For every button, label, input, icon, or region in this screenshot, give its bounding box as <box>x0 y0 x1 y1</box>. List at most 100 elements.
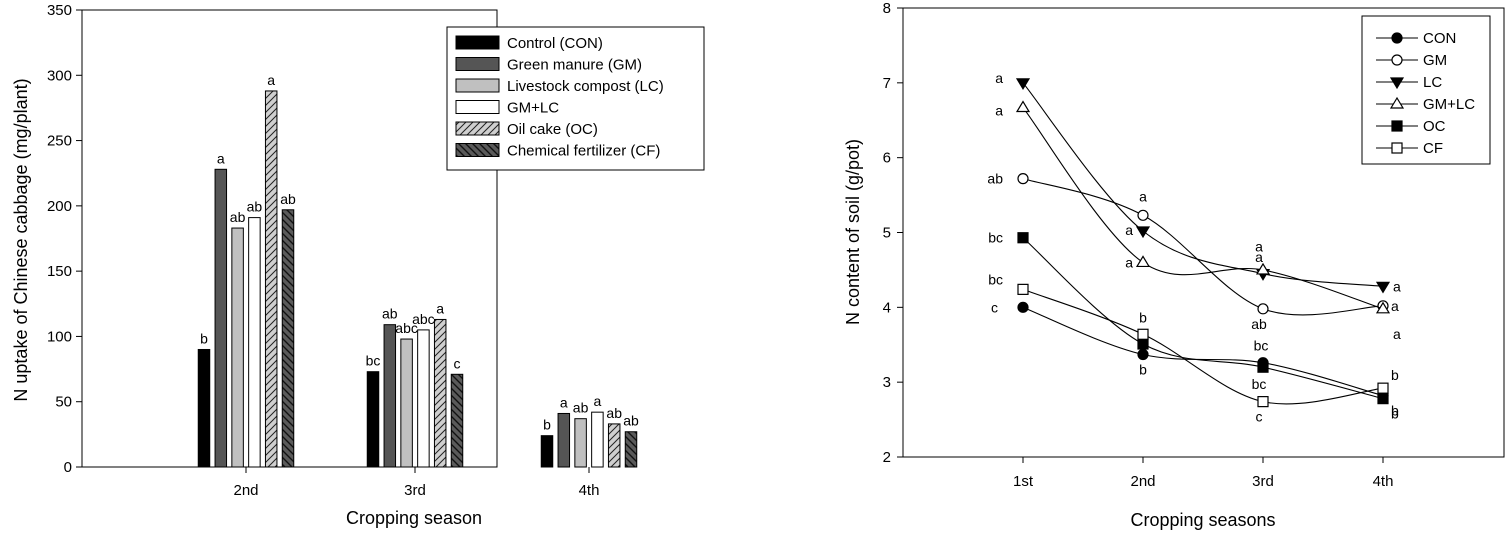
data-label: ab <box>247 199 263 215</box>
bar <box>557 412 571 468</box>
y-tick-label: 6 <box>883 150 891 167</box>
data-point <box>1137 328 1149 340</box>
data-point <box>1135 255 1151 268</box>
legend-swatch <box>455 78 500 93</box>
bar <box>433 318 447 468</box>
legend-label: Chemical fertilizer (CF) <box>507 143 660 160</box>
data-label: c <box>454 355 461 371</box>
data-label: b <box>1139 361 1147 377</box>
data-point <box>1017 283 1029 295</box>
data-label: a <box>560 394 568 410</box>
data-label: b <box>1391 367 1399 383</box>
legend-label: GM <box>1423 52 1447 69</box>
y-tick-label: 7 <box>883 75 891 92</box>
bar <box>574 418 587 468</box>
data-label: a <box>1255 249 1263 265</box>
bar <box>417 329 430 468</box>
legend-marker <box>1391 142 1403 154</box>
data-label: ab <box>230 209 246 225</box>
legend-swatch <box>455 57 500 71</box>
series-cf: bc bc b <box>988 271 1399 424</box>
y-axis-title: N uptake of Chinese cabbage (mg/plant) <box>11 78 31 401</box>
x-tick-label: 3rd <box>1252 473 1274 490</box>
bar <box>607 423 621 468</box>
data-label: ab <box>1251 316 1267 332</box>
legend-swatch <box>455 100 500 114</box>
y-tick-label: 350 <box>47 2 72 19</box>
data-label: a <box>1255 239 1263 255</box>
bar <box>264 90 278 468</box>
data-label: b <box>1391 403 1399 419</box>
y-tick-label: 250 <box>47 133 72 150</box>
bar <box>400 338 413 468</box>
data-label: a <box>1393 278 1401 294</box>
legend-label: LC <box>1423 74 1442 91</box>
bar <box>366 371 380 468</box>
bar <box>197 348 211 468</box>
data-label: b <box>543 417 551 433</box>
data-point <box>1375 281 1391 294</box>
data-point <box>1377 393 1389 405</box>
data-point <box>1255 262 1271 275</box>
bar <box>281 209 295 468</box>
x-tick-label: 3rd <box>404 482 426 499</box>
legend-marker <box>1389 77 1405 90</box>
series-line <box>1022 288 1384 405</box>
x-axis-title: Cropping season <box>346 508 482 528</box>
data-label: abc <box>412 311 435 327</box>
legend: CON GM LC GM+LC OC CF <box>1361 15 1491 165</box>
legend-label: Green manure (GM) <box>507 57 642 74</box>
bar <box>591 411 604 468</box>
bar <box>248 217 261 468</box>
data-label: ab <box>280 191 296 207</box>
legend-swatch <box>455 143 500 157</box>
x-axis-title: Cropping seasons <box>1130 510 1275 530</box>
x-tick-label: 4th <box>579 482 600 499</box>
data-label: b <box>1139 309 1147 325</box>
y-axis-title: N content of soil (g/pot) <box>843 139 863 325</box>
y-tick-label: 8 <box>883 0 891 17</box>
y-tick-label: 200 <box>47 198 72 215</box>
data-point <box>1017 173 1029 185</box>
y-tick-label: 5 <box>883 225 891 242</box>
series-line <box>1022 237 1384 400</box>
data-label: a <box>995 103 1003 119</box>
legend-label: GM+LC <box>507 100 559 117</box>
bar <box>383 324 397 468</box>
legend-label: CF <box>1423 140 1443 157</box>
legend-marker <box>1389 96 1405 109</box>
data-point <box>1257 303 1269 315</box>
legend-box <box>1361 15 1491 165</box>
y-tick-label: 3 <box>883 374 891 391</box>
bar <box>450 373 464 468</box>
data-label: a <box>436 300 444 316</box>
data-label: a <box>1393 326 1401 342</box>
series-oc: bc b bc b <box>988 230 1399 422</box>
y-tick-label: 50 <box>55 394 72 411</box>
legend-label: Livestock compost (LC) <box>507 78 664 95</box>
data-label: bc <box>366 353 381 369</box>
data-point <box>1257 361 1269 373</box>
y-tick-label: 100 <box>47 328 72 345</box>
data-label: a <box>1125 222 1133 238</box>
data-label: bc <box>1252 376 1267 392</box>
data-label: bc <box>988 271 1003 287</box>
data-point <box>1135 226 1151 239</box>
legend-label: OC <box>1423 118 1446 135</box>
data-label: ab <box>606 405 622 421</box>
legend-marker <box>1391 54 1403 66</box>
bar <box>540 435 554 468</box>
series-line <box>1022 306 1384 397</box>
legend-label: Control (CON) <box>507 35 603 52</box>
data-point <box>1137 209 1149 221</box>
data-label: bc <box>988 230 1003 246</box>
series-line <box>1022 82 1384 287</box>
x-tick-label: 2nd <box>233 482 258 499</box>
x-tick-label: 1st <box>1013 473 1034 490</box>
data-label: a <box>1139 188 1147 204</box>
legend-label: GM+LC <box>1423 96 1475 113</box>
data-label: abc <box>395 320 418 336</box>
